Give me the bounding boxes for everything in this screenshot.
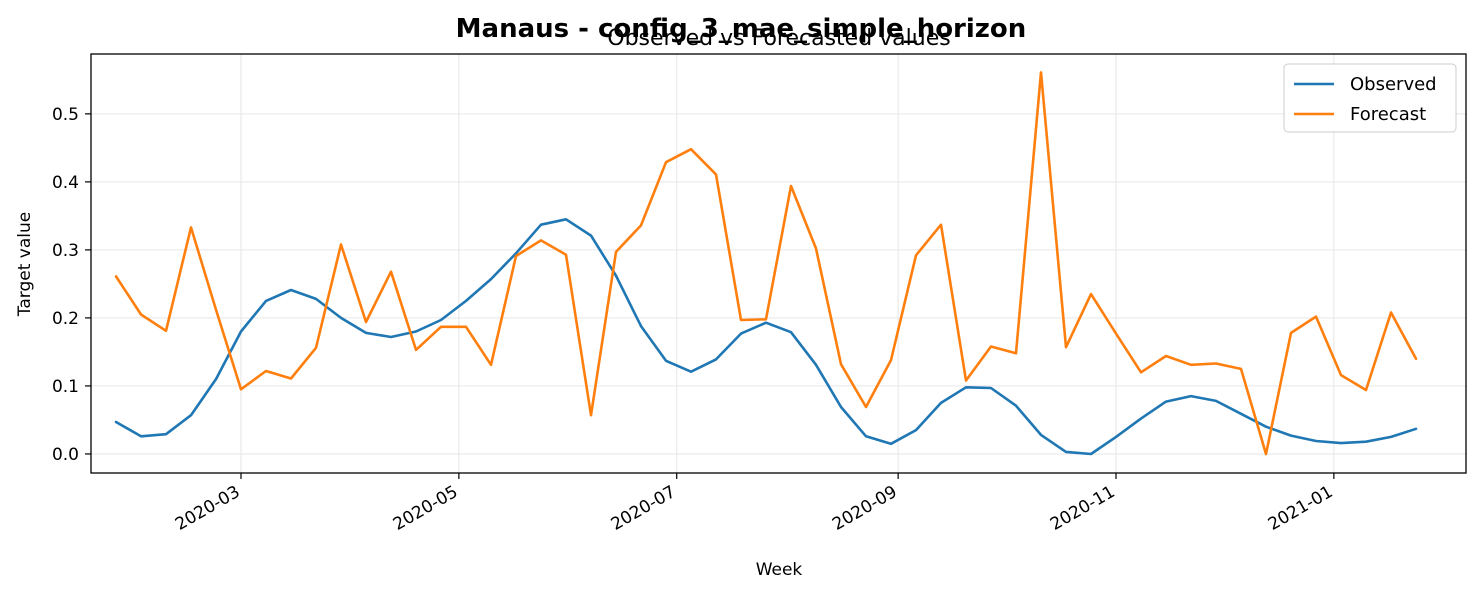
legend-forecast-label: Forecast bbox=[1350, 104, 1426, 125]
y-tick-label: 0.5 bbox=[52, 105, 79, 125]
x-axis-ticks: 2020-03 2020-05 2020-07 2020-09 2020-11 2021-… bbox=[172, 473, 1336, 535]
series-line-observed bbox=[114, 218, 1418, 456]
series-line-forecast bbox=[114, 71, 1418, 456]
y-tick-label: 0.2 bbox=[52, 309, 79, 329]
plot-frame bbox=[90, 53, 1467, 474]
x-tick-label: 2021-01 bbox=[1265, 482, 1337, 535]
x-tick-label: 2020-07 bbox=[608, 482, 680, 535]
x-axis-label: Week bbox=[756, 560, 803, 580]
x-tick-label: 2020-05 bbox=[390, 482, 462, 535]
y-tick-label: 0.3 bbox=[52, 241, 79, 261]
x-tick-label: 2020-11 bbox=[1047, 482, 1119, 535]
grid bbox=[91, 54, 1466, 473]
x-tick-label: 2020-03 bbox=[172, 482, 244, 535]
y-axis-ticks: 0.0 0.1 0.2 0.3 0.4 0.5 bbox=[52, 105, 91, 465]
series-lines bbox=[114, 71, 1418, 456]
chart-suptitle: Manaus - config_3_mae_simple_horizon bbox=[456, 14, 1027, 44]
y-tick-label: 0.0 bbox=[52, 445, 79, 465]
x-tick-label: 2020-09 bbox=[829, 482, 901, 535]
legend-observed-label: Observed bbox=[1350, 74, 1437, 95]
y-tick-label: 0.4 bbox=[52, 173, 79, 193]
y-axis-label: Target value bbox=[15, 212, 35, 317]
chart-title: Observed vs Forecasted values bbox=[607, 26, 950, 51]
y-tick-label: 0.1 bbox=[52, 377, 79, 397]
legend: Observed Forecast bbox=[1283, 63, 1457, 133]
